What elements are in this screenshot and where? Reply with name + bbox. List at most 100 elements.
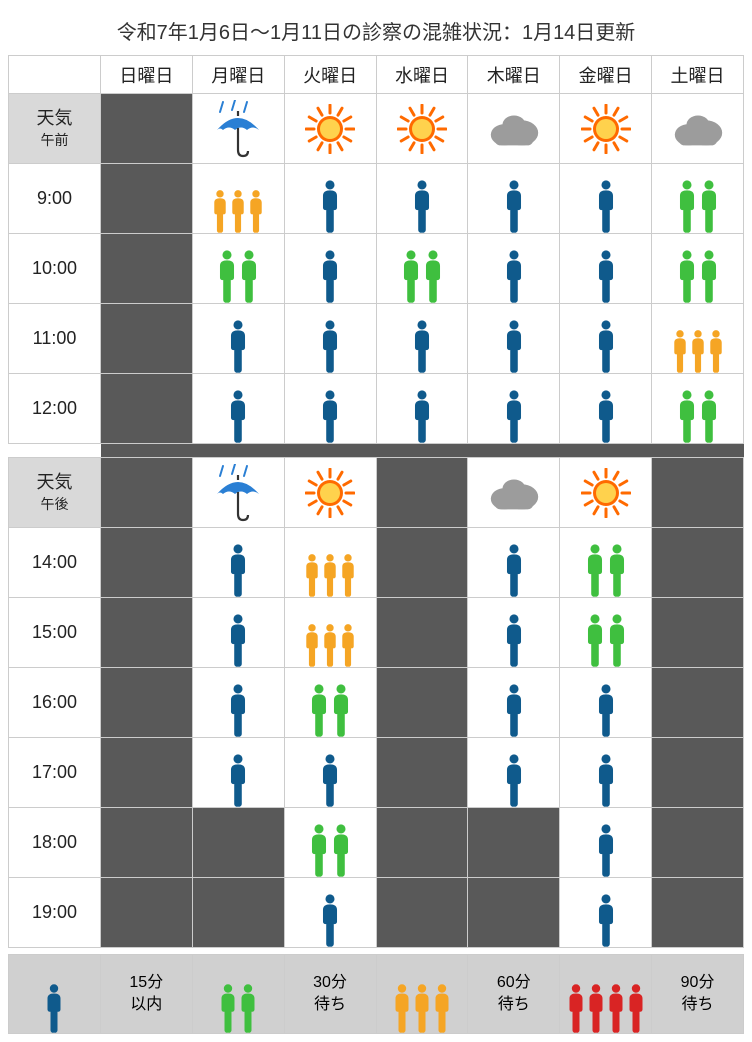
legend-icon-cell bbox=[193, 955, 285, 1033]
time-row: 14:00 bbox=[9, 528, 744, 598]
person-icon bbox=[218, 983, 238, 1033]
crowd-cell bbox=[284, 808, 376, 878]
person-icon bbox=[319, 893, 341, 947]
person-icon bbox=[238, 249, 260, 303]
time-label: 12:00 bbox=[9, 374, 101, 444]
person-icon bbox=[227, 683, 249, 737]
time-label: 10:00 bbox=[9, 234, 101, 304]
crowd-cell bbox=[652, 374, 744, 444]
person-icon bbox=[411, 319, 433, 373]
crowd-cell bbox=[468, 304, 560, 374]
person-icon bbox=[321, 553, 339, 597]
cloud-icon bbox=[669, 109, 727, 149]
time-label: 19:00 bbox=[9, 878, 101, 948]
closed-cell bbox=[652, 458, 744, 528]
person-icon bbox=[503, 753, 525, 807]
closed-cell bbox=[101, 304, 193, 374]
time-row: 18:00 bbox=[9, 808, 744, 878]
day-header: 土曜日 bbox=[652, 56, 744, 94]
closed-cell bbox=[376, 528, 468, 598]
person-icon bbox=[229, 189, 247, 233]
closed-cell bbox=[192, 878, 284, 948]
time-label: 14:00 bbox=[9, 528, 101, 598]
sun-icon bbox=[397, 104, 447, 154]
crowd-cell bbox=[468, 164, 560, 234]
weather-cell bbox=[468, 94, 560, 164]
person-icon bbox=[432, 983, 452, 1033]
weather-row: 天気午後 bbox=[9, 458, 744, 528]
person-icon bbox=[606, 543, 628, 597]
closed-cell bbox=[652, 598, 744, 668]
weather-cell bbox=[284, 458, 376, 528]
crowd-cell bbox=[376, 374, 468, 444]
weather-cell bbox=[376, 94, 468, 164]
day-header: 火曜日 bbox=[284, 56, 376, 94]
crowd-cell bbox=[192, 528, 284, 598]
person-icon bbox=[676, 179, 698, 233]
closed-cell bbox=[101, 234, 193, 304]
cloud-icon bbox=[485, 109, 543, 149]
spacer-row bbox=[9, 444, 744, 458]
legend: 15分以内 30分待ち 60分待ち 90分待ち bbox=[8, 954, 744, 1034]
time-label: 11:00 bbox=[9, 304, 101, 374]
time-row: 12:00 bbox=[9, 374, 744, 444]
person-icon bbox=[566, 983, 586, 1033]
person-icon bbox=[503, 179, 525, 233]
person-icon bbox=[626, 983, 646, 1033]
closed-cell bbox=[101, 668, 193, 738]
closed-cell bbox=[101, 528, 193, 598]
time-row: 17:00 bbox=[9, 738, 744, 808]
time-label: 9:00 bbox=[9, 164, 101, 234]
person-icon bbox=[595, 683, 617, 737]
crowd-cell bbox=[652, 164, 744, 234]
person-icon bbox=[247, 189, 265, 233]
person-icon bbox=[503, 613, 525, 667]
legend-text-cell: 15分以内 bbox=[101, 955, 193, 1033]
cloud-icon bbox=[485, 473, 543, 513]
crowd-cell bbox=[468, 374, 560, 444]
person-icon bbox=[595, 249, 617, 303]
closed-cell bbox=[192, 808, 284, 878]
closed-cell bbox=[652, 878, 744, 948]
person-icon bbox=[303, 623, 321, 667]
crowd-cell bbox=[468, 668, 560, 738]
time-row: 10:00 bbox=[9, 234, 744, 304]
person-icon bbox=[671, 329, 689, 373]
time-row: 15:00 bbox=[9, 598, 744, 668]
closed-cell bbox=[376, 738, 468, 808]
crowd-cell bbox=[192, 164, 284, 234]
person-icon bbox=[339, 623, 357, 667]
time-row: 19:00 bbox=[9, 878, 744, 948]
weather-cell bbox=[192, 94, 284, 164]
person-icon bbox=[503, 543, 525, 597]
person-icon bbox=[308, 683, 330, 737]
person-icon bbox=[238, 983, 258, 1033]
person-icon bbox=[227, 543, 249, 597]
crowd-cell bbox=[192, 598, 284, 668]
person-icon bbox=[319, 179, 341, 233]
person-icon bbox=[411, 179, 433, 233]
person-icon bbox=[584, 543, 606, 597]
person-icon bbox=[595, 823, 617, 877]
person-icon bbox=[400, 249, 422, 303]
crowd-cell bbox=[468, 528, 560, 598]
day-header: 水曜日 bbox=[376, 56, 468, 94]
weather-cell bbox=[652, 94, 744, 164]
crowd-cell bbox=[560, 668, 652, 738]
closed-cell bbox=[376, 598, 468, 668]
crowd-cell bbox=[560, 878, 652, 948]
crowd-cell bbox=[376, 234, 468, 304]
crowd-cell bbox=[560, 164, 652, 234]
crowd-cell bbox=[560, 598, 652, 668]
crowd-cell bbox=[560, 374, 652, 444]
person-icon bbox=[412, 983, 432, 1033]
day-header: 金曜日 bbox=[560, 56, 652, 94]
person-icon bbox=[44, 983, 64, 1033]
person-icon bbox=[689, 329, 707, 373]
day-header: 月曜日 bbox=[192, 56, 284, 94]
closed-cell bbox=[101, 878, 193, 948]
person-icon bbox=[330, 823, 352, 877]
person-icon bbox=[392, 983, 412, 1033]
crowd-cell bbox=[284, 598, 376, 668]
corner-cell bbox=[9, 56, 101, 94]
